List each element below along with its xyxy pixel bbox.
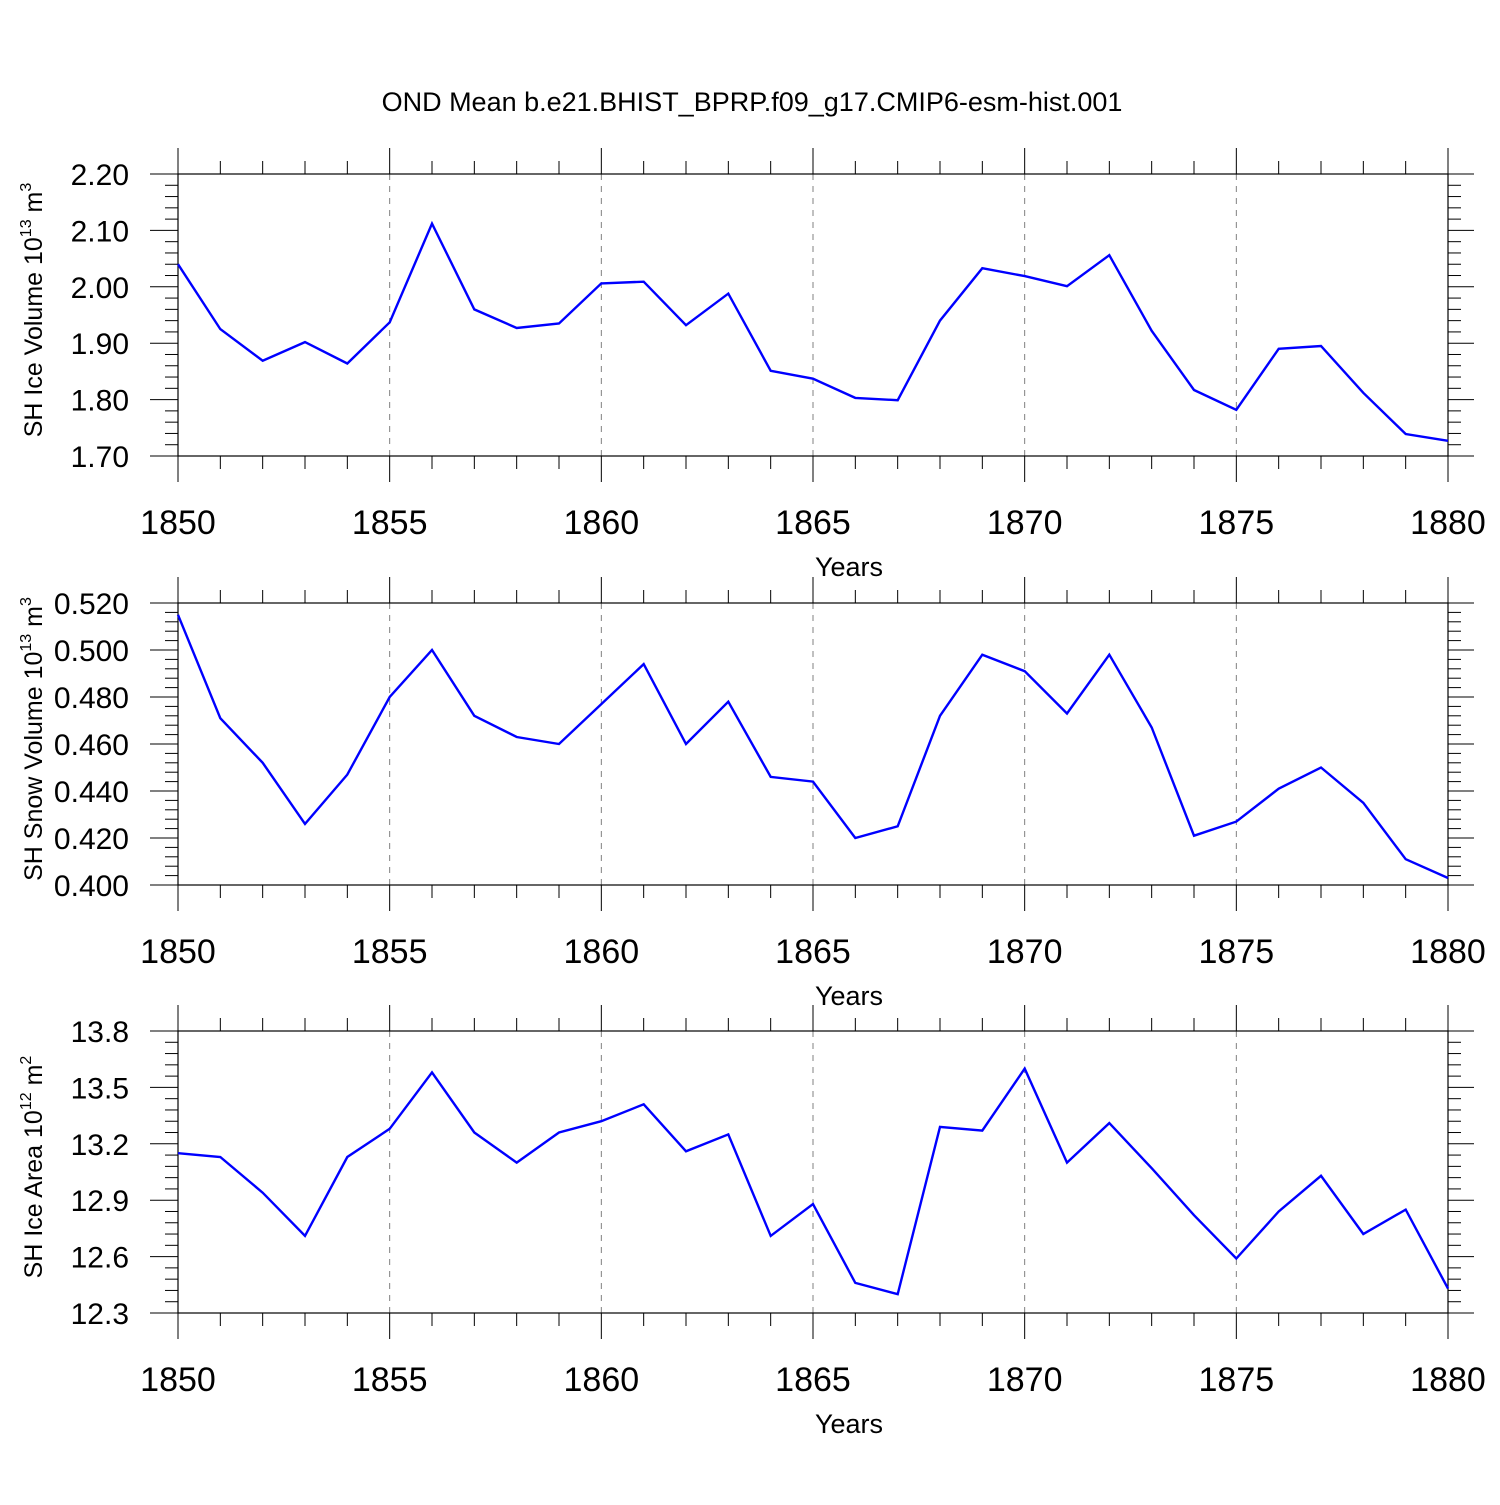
x-tick-label: 1865 — [775, 1361, 851, 1399]
x-tick-label: 1870 — [987, 933, 1063, 971]
x-tick-label: 1875 — [1199, 1361, 1275, 1399]
x-axis-title: Years — [815, 552, 883, 582]
y-axis-title-text: SH Snow Volume 10 — [20, 652, 48, 881]
x-tick-label: 1875 — [1199, 933, 1275, 971]
y-axis-title-exponent: 13 — [18, 634, 35, 652]
x-tick-label: 1870 — [987, 1361, 1063, 1399]
y-tick-label: 0.440 — [54, 776, 129, 809]
y-axis-title-unit: m — [20, 192, 48, 220]
y-tick-label: 2.20 — [71, 159, 129, 192]
y-tick-label: 2.00 — [71, 272, 129, 305]
y-tick-label: 0.520 — [54, 588, 129, 621]
x-tick-label: 1855 — [352, 933, 428, 971]
x-tick-label: 1865 — [775, 933, 851, 971]
x-tick-label: 1865 — [775, 504, 851, 542]
y-axis-title-text: SH Ice Volume 10 — [20, 237, 48, 437]
y-tick-label: 13.2 — [71, 1129, 129, 1162]
y-tick-label: 0.400 — [54, 870, 129, 903]
y-axis-title-exponent: 12 — [18, 1092, 35, 1110]
y-axis-title-unit: m — [20, 606, 48, 634]
x-axis-title: Years — [815, 981, 883, 1011]
y-tick-label: 0.420 — [54, 823, 129, 856]
plot-frame — [178, 1031, 1448, 1313]
y-axis-title: SH Ice Volume 1013 m3 — [18, 183, 48, 438]
chart-panels: 1850 1855 1860 1865 1870 1875 1880 Years 1.70 1.8… — [18, 148, 1486, 1439]
y-axis-title-unit-exponent: 3 — [18, 183, 35, 192]
y-axis-title-exponent: 13 — [18, 219, 35, 237]
y-axis-title-unit-exponent: 2 — [18, 1056, 35, 1065]
y-tick-label: 2.10 — [71, 215, 129, 248]
y-tick-label: 1.90 — [71, 328, 129, 361]
plot-frame — [178, 603, 1448, 885]
panel-2: 1850 1855 1860 1865 1870 1875 1880 Years 0.400 0.… — [18, 577, 1486, 1011]
x-tick-label: 1860 — [564, 1361, 640, 1399]
x-tick-label: 1880 — [1410, 504, 1486, 542]
y-tick-label: 0.500 — [54, 635, 129, 668]
y-axis-title-unit-exponent: 3 — [18, 597, 35, 606]
y-tick-label: 12.3 — [71, 1298, 129, 1331]
x-tick-label: 1860 — [564, 933, 640, 971]
x-tick-label: 1860 — [564, 504, 640, 542]
y-axis-title-text: SH Ice Area 10 — [20, 1110, 48, 1278]
x-tick-label: 1850 — [140, 504, 216, 542]
x-tick-label: 1855 — [352, 504, 428, 542]
x-tick-label: 1880 — [1410, 933, 1486, 971]
y-axis-title-unit: m — [20, 1065, 48, 1093]
y-tick-label: 13.8 — [71, 1016, 129, 1049]
chart-title: OND Mean b.e21.BHIST_BPRP.f09_g17.CMIP6-… — [382, 87, 1123, 117]
x-tick-label: 1880 — [1410, 1361, 1486, 1399]
y-tick-label: 0.480 — [54, 682, 129, 715]
x-tick-label: 1855 — [352, 1361, 428, 1399]
y-tick-label: 12.6 — [71, 1242, 129, 1275]
panel-1: 1850 1855 1860 1865 1870 1875 1880 Years 1.70 1.8… — [18, 148, 1486, 582]
y-tick-label: 13.5 — [71, 1072, 129, 1105]
x-tick-label: 1875 — [1199, 504, 1275, 542]
plot-frame — [178, 174, 1448, 456]
panel-3: 1850 1855 1860 1865 1870 1875 1880 Years 12.3 12.… — [18, 1005, 1486, 1439]
y-tick-label: 1.70 — [71, 441, 129, 474]
y-tick-label: 0.460 — [54, 729, 129, 762]
x-axis-title: Years — [815, 1409, 883, 1439]
x-tick-label: 1850 — [140, 933, 216, 971]
y-axis-title: SH Ice Area 1012 m2 — [18, 1056, 48, 1279]
y-tick-label: 1.80 — [71, 385, 129, 418]
x-tick-label: 1870 — [987, 504, 1063, 542]
y-axis-title: SH Snow Volume 1013 m3 — [18, 597, 48, 881]
x-tick-label: 1850 — [140, 1361, 216, 1399]
y-tick-label: 12.9 — [71, 1185, 129, 1218]
